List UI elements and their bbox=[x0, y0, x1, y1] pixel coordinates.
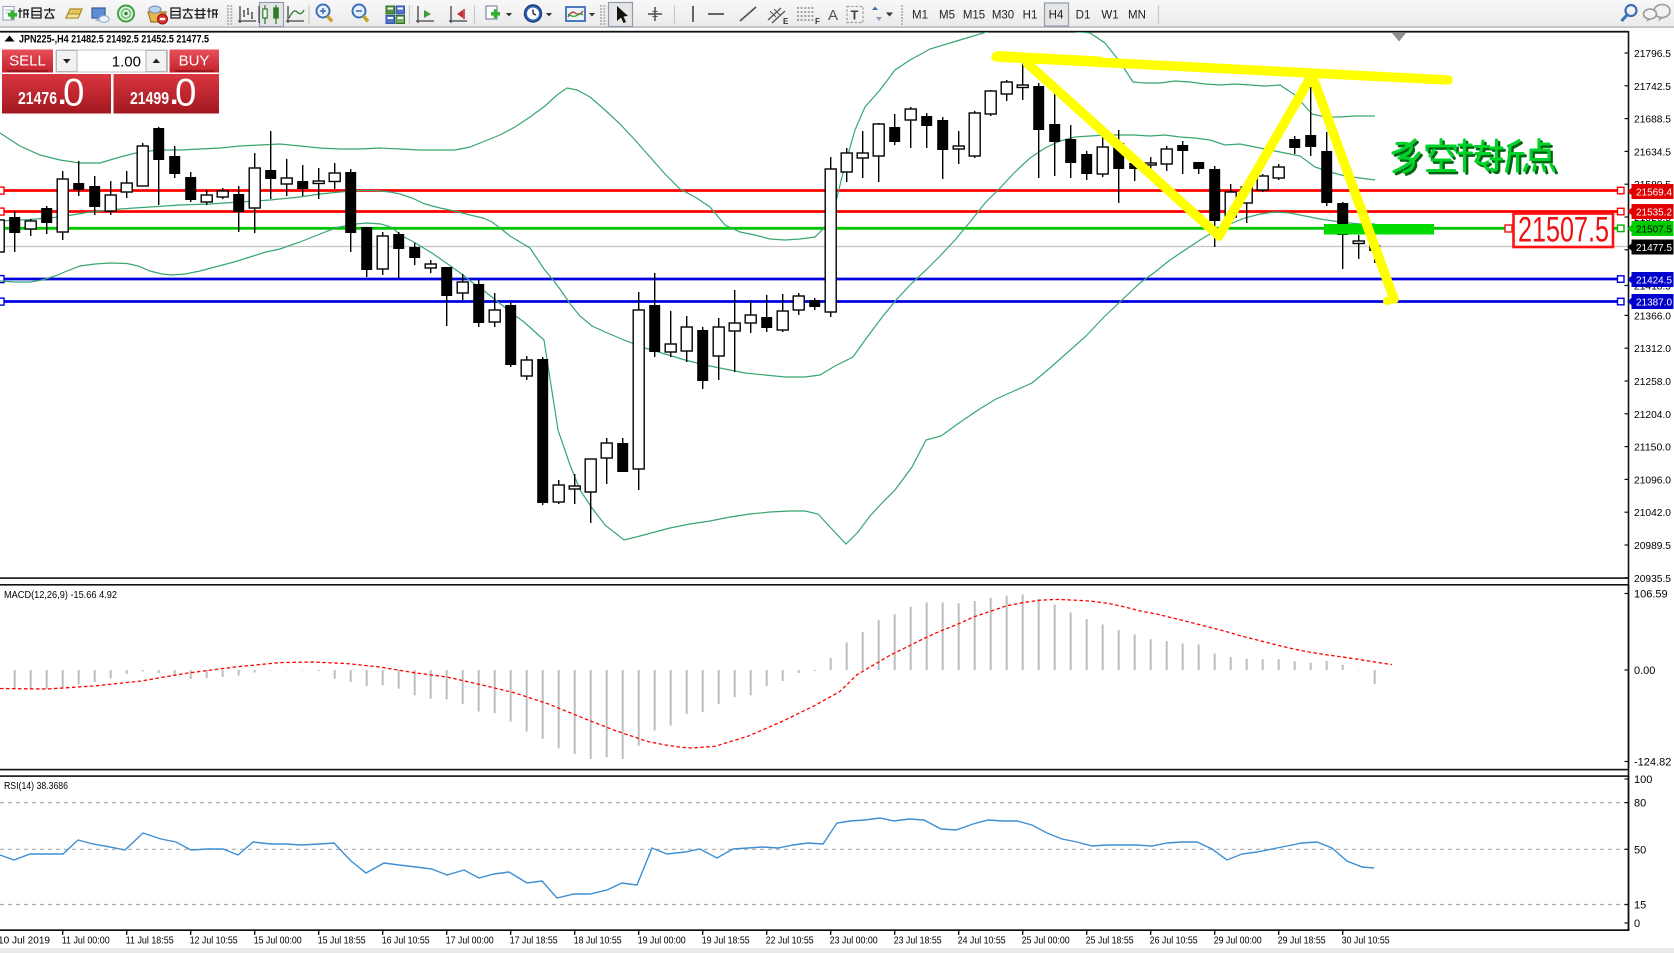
svg-text:19 Jul 00:00: 19 Jul 00:00 bbox=[638, 935, 686, 947]
svg-text:21569.4: 21569.4 bbox=[1636, 187, 1672, 199]
svg-text:M15: M15 bbox=[963, 10, 985, 22]
svg-text:D1: D1 bbox=[1076, 10, 1091, 22]
svg-text:M5: M5 bbox=[939, 10, 955, 22]
svg-text:106.59: 106.59 bbox=[1634, 589, 1668, 601]
svg-text:21387.0: 21387.0 bbox=[1636, 297, 1672, 309]
svg-text:21366.0: 21366.0 bbox=[1634, 310, 1671, 322]
svg-text:MACD(12,26,9) -15.66 4.92: MACD(12,26,9) -15.66 4.92 bbox=[4, 589, 117, 601]
svg-text:21476: 21476 bbox=[18, 88, 57, 108]
svg-text:RSI(14) 38.3686: RSI(14) 38.3686 bbox=[4, 780, 68, 792]
svg-text:26 Jul 10:55: 26 Jul 10:55 bbox=[1150, 935, 1198, 947]
svg-text:1.00: 1.00 bbox=[112, 54, 141, 71]
svg-text:10 Jul 2019: 10 Jul 2019 bbox=[0, 935, 50, 947]
svg-text:F: F bbox=[815, 17, 820, 26]
svg-text:15: 15 bbox=[1634, 900, 1646, 912]
svg-text:15 Jul 00:00: 15 Jul 00:00 bbox=[254, 935, 302, 947]
svg-text:21507.5: 21507.5 bbox=[1636, 224, 1672, 236]
svg-text:21042.0: 21042.0 bbox=[1634, 507, 1671, 519]
svg-text:24 Jul 10:55: 24 Jul 10:55 bbox=[958, 935, 1006, 947]
svg-text:11 Jul 18:55: 11 Jul 18:55 bbox=[126, 935, 174, 947]
svg-text:21634.5: 21634.5 bbox=[1634, 146, 1671, 158]
svg-text:MN: MN bbox=[1128, 10, 1146, 22]
svg-text:T: T bbox=[851, 8, 859, 23]
svg-text:0.00: 0.00 bbox=[1634, 665, 1655, 677]
svg-text:-124.82: -124.82 bbox=[1634, 757, 1671, 769]
svg-text:21796.5: 21796.5 bbox=[1634, 48, 1671, 60]
svg-text:SELL: SELL bbox=[9, 53, 46, 70]
svg-text:23 Jul 18:55: 23 Jul 18:55 bbox=[894, 935, 942, 947]
svg-text:21258.0: 21258.0 bbox=[1634, 376, 1671, 388]
svg-text:18 Jul 10:55: 18 Jul 10:55 bbox=[574, 935, 622, 947]
svg-text:21096.0: 21096.0 bbox=[1634, 474, 1671, 486]
svg-text:20989.5: 20989.5 bbox=[1634, 540, 1671, 552]
svg-text:29 Jul 18:55: 29 Jul 18:55 bbox=[1278, 935, 1326, 947]
svg-text:25 Jul 00:00: 25 Jul 00:00 bbox=[1022, 935, 1070, 947]
svg-text:H1: H1 bbox=[1023, 10, 1038, 22]
svg-text:E: E bbox=[783, 17, 789, 26]
svg-text:0: 0 bbox=[1634, 918, 1640, 930]
svg-text:21312.0: 21312.0 bbox=[1634, 343, 1671, 355]
svg-text:21150.0: 21150.0 bbox=[1634, 442, 1671, 454]
svg-text:50: 50 bbox=[1634, 844, 1646, 856]
svg-text:21742.5: 21742.5 bbox=[1634, 81, 1671, 93]
svg-text:21424.5: 21424.5 bbox=[1636, 275, 1672, 287]
svg-text:11 Jul 00:00: 11 Jul 00:00 bbox=[62, 935, 110, 947]
svg-text:15 Jul 18:55: 15 Jul 18:55 bbox=[318, 935, 366, 947]
svg-text:17 Jul 18:55: 17 Jul 18:55 bbox=[510, 935, 558, 947]
svg-text:M30: M30 bbox=[992, 10, 1014, 22]
svg-text:0: 0 bbox=[63, 72, 84, 115]
svg-text:12 Jul 10:55: 12 Jul 10:55 bbox=[190, 935, 238, 947]
svg-text:20935.5: 20935.5 bbox=[1634, 573, 1671, 585]
svg-text:21507.5: 21507.5 bbox=[1518, 211, 1609, 250]
svg-text:19 Jul 18:55: 19 Jul 18:55 bbox=[702, 935, 750, 947]
svg-text:22 Jul 10:55: 22 Jul 10:55 bbox=[766, 935, 814, 947]
svg-text:21499: 21499 bbox=[130, 88, 169, 108]
svg-text:100: 100 bbox=[1634, 774, 1652, 786]
svg-text:21688.5: 21688.5 bbox=[1634, 114, 1671, 126]
svg-text:.: . bbox=[58, 78, 66, 111]
svg-text:W1: W1 bbox=[1101, 10, 1118, 22]
svg-text:80: 80 bbox=[1634, 798, 1646, 810]
svg-text:JPN225-,H4 21482.5 21492.5 21: JPN225-,H4 21482.5 21492.5 21452.5 21477… bbox=[19, 34, 209, 46]
svg-text:30 Jul 10:55: 30 Jul 10:55 bbox=[1342, 935, 1390, 947]
svg-text:25 Jul 18:55: 25 Jul 18:55 bbox=[1086, 935, 1134, 947]
svg-text:M1: M1 bbox=[912, 10, 928, 22]
svg-text:16 Jul 10:55: 16 Jul 10:55 bbox=[382, 935, 430, 947]
svg-text:29 Jul 00:00: 29 Jul 00:00 bbox=[1214, 935, 1262, 947]
svg-text:21204.0: 21204.0 bbox=[1634, 409, 1671, 421]
svg-text:21535.2: 21535.2 bbox=[1636, 207, 1672, 219]
svg-text:.: . bbox=[170, 78, 178, 111]
svg-text:21477.5: 21477.5 bbox=[1636, 242, 1672, 254]
svg-text:17 Jul 00:00: 17 Jul 00:00 bbox=[446, 935, 494, 947]
svg-text:BUY: BUY bbox=[179, 53, 210, 70]
svg-text:0: 0 bbox=[175, 72, 196, 115]
svg-text:H4: H4 bbox=[1049, 10, 1064, 22]
svg-text:A: A bbox=[828, 7, 838, 24]
svg-text:23 Jul 00:00: 23 Jul 00:00 bbox=[830, 935, 878, 947]
